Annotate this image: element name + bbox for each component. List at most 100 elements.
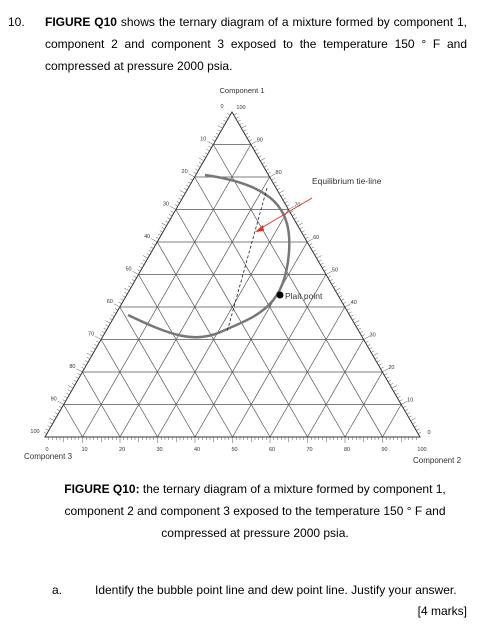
minor-tick xyxy=(176,201,180,204)
minor-tick xyxy=(323,269,328,272)
left-tick-label: 40 xyxy=(144,234,150,240)
bottom-tick-label: 10 xyxy=(81,447,87,453)
minor-tick xyxy=(206,149,210,152)
bottom-tick-label: 20 xyxy=(119,447,125,453)
minor-tick xyxy=(161,227,165,230)
bottom-tick-label: 30 xyxy=(156,447,162,453)
minor-tick xyxy=(81,366,85,369)
right-tick-label: 70 xyxy=(294,203,300,209)
minor-tick xyxy=(68,389,72,392)
minor-tick xyxy=(167,217,171,220)
minor-tick xyxy=(161,222,167,226)
minor-tick xyxy=(286,204,290,207)
minor-tick xyxy=(346,308,350,311)
minor-tick xyxy=(372,352,379,356)
caption-text: the ternary diagram of a mixture formed … xyxy=(64,482,446,540)
minor-tick xyxy=(365,340,369,343)
caption-label: FIGURE Q10: xyxy=(64,482,140,496)
minor-tick xyxy=(86,352,92,356)
grid-line xyxy=(212,144,383,438)
minor-tick xyxy=(180,194,184,197)
minor-tick xyxy=(111,314,115,317)
question-number: 10. xyxy=(8,15,25,29)
grid-line xyxy=(138,274,233,438)
minor-tick xyxy=(133,275,137,278)
minor-tick xyxy=(331,282,335,285)
annotation-arrow xyxy=(257,197,313,231)
minor-tick xyxy=(399,399,403,402)
minor-tick xyxy=(350,314,354,317)
minor-tick xyxy=(54,412,59,415)
grid-line xyxy=(382,404,402,438)
minor-tick xyxy=(408,415,412,418)
part-label: a. xyxy=(52,583,63,597)
minor-tick xyxy=(67,385,74,389)
apex-label: Component 2 xyxy=(413,456,462,465)
minor-tick xyxy=(288,205,295,210)
annotation: Plait point xyxy=(285,291,323,301)
caption: FIGURE Q10: the ternary diagram of a mix… xyxy=(55,478,455,544)
bottom-tick-label: 50 xyxy=(231,447,237,453)
right-tick-label: 60 xyxy=(313,235,319,241)
minor-tick xyxy=(101,331,105,334)
minor-tick xyxy=(127,285,132,288)
right-tick-label: 100 xyxy=(236,105,245,111)
minor-tick xyxy=(386,376,390,379)
minor-tick xyxy=(56,409,61,412)
minor-tick xyxy=(71,383,76,386)
minor-tick xyxy=(292,214,296,217)
left-tick-label: 0 xyxy=(220,104,223,110)
minor-tick xyxy=(113,303,120,308)
minor-tick xyxy=(374,357,379,360)
minor-tick xyxy=(187,181,191,184)
grid-line xyxy=(232,274,327,438)
minor-tick xyxy=(256,152,260,155)
part-marks: [4 marks] xyxy=(417,604,467,618)
minor-tick xyxy=(406,412,410,415)
minor-tick xyxy=(204,152,208,155)
minor-tick xyxy=(151,238,158,243)
minor-tick xyxy=(397,396,401,399)
minor-tick xyxy=(335,287,341,291)
right-tick-label: 30 xyxy=(370,333,376,339)
minor-tick xyxy=(378,363,382,366)
minor-tick xyxy=(155,236,160,239)
minor-tick xyxy=(94,335,102,340)
left-tick-label: 30 xyxy=(163,202,169,208)
minor-tick xyxy=(301,230,305,233)
minor-tick xyxy=(376,360,380,363)
minor-tick xyxy=(233,113,238,116)
minor-tick xyxy=(393,389,397,392)
bottom-tick-label: 80 xyxy=(344,447,350,453)
minor-tick xyxy=(290,210,294,213)
minor-tick xyxy=(45,428,49,431)
minor-tick xyxy=(73,379,77,382)
minor-tick xyxy=(367,344,371,347)
minor-tick xyxy=(369,347,373,350)
right-tick-label: 10 xyxy=(407,398,413,404)
minor-tick xyxy=(180,190,186,194)
apex-label: Component 3 xyxy=(24,452,73,461)
bottom-tick-label: 70 xyxy=(306,447,312,453)
minor-tick xyxy=(66,392,70,395)
left-tick-label: 90 xyxy=(51,397,57,403)
minor-tick xyxy=(193,171,197,174)
minor-tick xyxy=(417,431,422,434)
minor-tick xyxy=(148,249,152,252)
minor-tick xyxy=(246,136,251,139)
minor-tick xyxy=(352,318,356,321)
minor-tick xyxy=(382,368,389,373)
minor-tick xyxy=(370,350,375,353)
minor-tick xyxy=(261,162,266,165)
minor-tick xyxy=(339,295,343,298)
minor-tick xyxy=(43,431,47,434)
minor-tick xyxy=(62,399,66,402)
minor-tick xyxy=(225,116,229,119)
arrow-head xyxy=(255,225,264,232)
question-text: FIGURE Q10 shows the ternary diagram of … xyxy=(45,11,467,77)
minor-tick xyxy=(299,227,303,230)
minor-tick xyxy=(325,270,333,275)
minor-tick xyxy=(384,373,388,376)
bottom-tick-label: 40 xyxy=(194,447,200,453)
